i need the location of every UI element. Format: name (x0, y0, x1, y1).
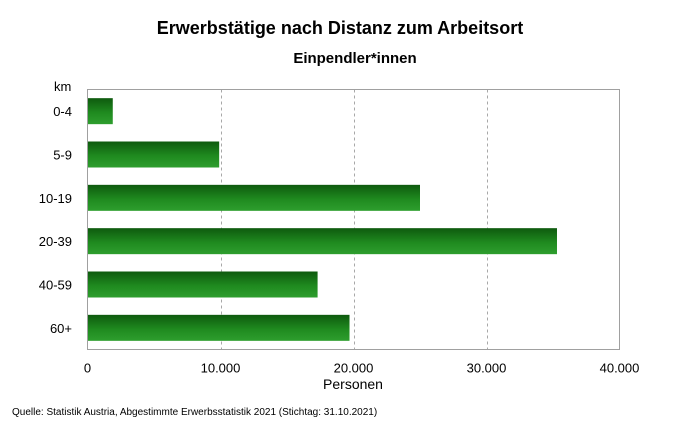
bar-10-19 (88, 184, 420, 211)
category-label-10-19: 10-19 (39, 191, 72, 206)
category-label-20-39: 20-39 (39, 234, 72, 249)
x-axis-label: Personen (323, 376, 383, 392)
bar-0-4 (88, 98, 113, 125)
x-tick-label-3: 30.000 (467, 361, 507, 376)
x-tick-labels: 0 10.000 20.000 30.000 40.000 (84, 361, 640, 376)
bar-40-59 (88, 271, 318, 298)
category-label-0-4: 0-4 (53, 104, 72, 119)
category-label-40-59: 40-59 (39, 278, 72, 293)
chart-subtitle: Einpendler*innen (293, 50, 417, 67)
x-tick-label-1: 10.000 (201, 361, 241, 376)
grid-lines (221, 89, 488, 350)
bar-60+ (88, 314, 350, 341)
source-note: Quelle: Statistik Austria, Abgestimmte E… (12, 407, 378, 418)
x-tick-label-2: 20.000 (334, 361, 374, 376)
category-label-5-9: 5-9 (53, 148, 72, 163)
x-tick-label-4: 40.000 (600, 361, 640, 376)
category-labels: 0-4 5-9 10-19 20-39 40-59 60+ (39, 104, 72, 336)
plot-area-frame (87, 89, 620, 350)
bar-20-39 (88, 228, 557, 255)
chart-title: Erwerbstätige nach Distanz zum Arbeitsor… (156, 18, 524, 38)
x-tick-label-0: 0 (84, 361, 91, 376)
category-label-60+: 60+ (50, 321, 72, 336)
bar-5-9 (88, 141, 220, 168)
y-axis-unit-label: km (54, 79, 72, 94)
bars (88, 98, 557, 341)
